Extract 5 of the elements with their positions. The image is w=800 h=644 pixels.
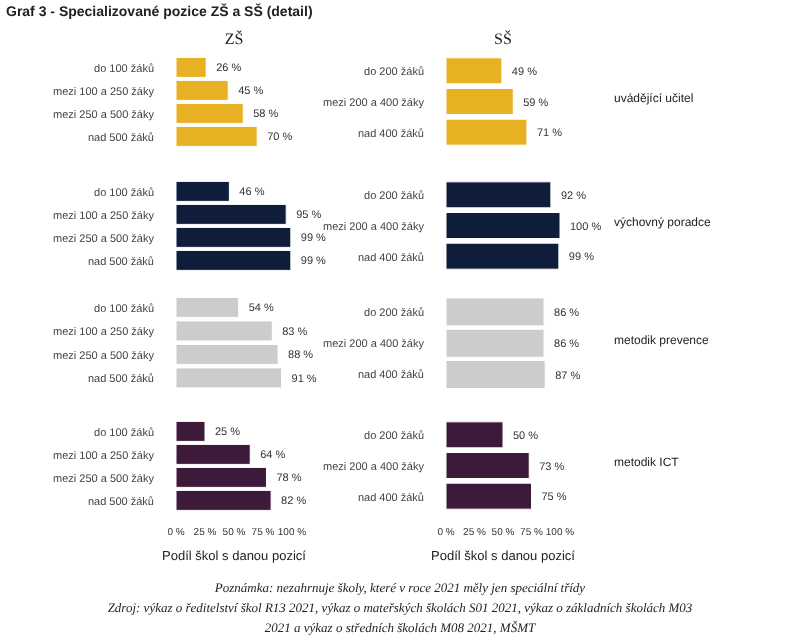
bar [446,482,532,510]
bar [446,421,504,449]
chart-subtitle: ZŠ [222,30,246,48]
chart-title: SŠ [492,30,514,48]
bar [446,452,530,480]
